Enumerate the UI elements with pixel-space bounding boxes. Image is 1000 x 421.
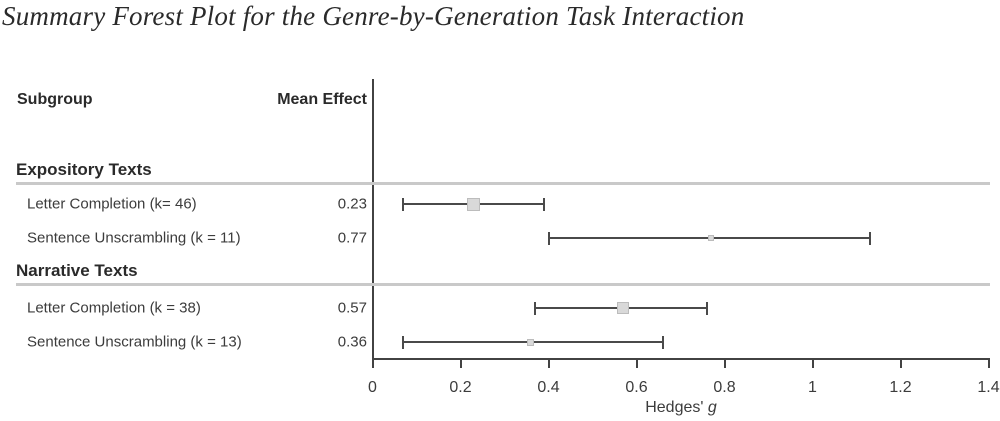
- group-label: Expository Texts: [16, 160, 152, 179]
- axis-tick-label: 0.8: [713, 379, 736, 396]
- axis-tick: [547, 358, 550, 368]
- zero-reference-line: [372, 79, 374, 360]
- axis-tick-label: 1.4: [977, 379, 1000, 396]
- axis-tick-label: 1: [808, 379, 817, 396]
- axis-tick-label: 0.2: [449, 379, 472, 396]
- axis-tick: [987, 358, 990, 368]
- axis-tick-label: 0.6: [625, 379, 648, 396]
- axis-tick: [723, 358, 726, 368]
- ci-cap-right: [868, 231, 871, 245]
- x-axis-label-symbol: g: [707, 399, 717, 416]
- x-axis-label: Hedges' g: [372, 399, 990, 417]
- ci-cap-right: [543, 197, 546, 211]
- x-axis-line: [372, 358, 990, 360]
- mean-effect-value: 0.77: [337, 229, 367, 247]
- axis-tick-label: 0: [368, 379, 377, 396]
- axis-tick: [371, 358, 374, 368]
- ci-cap-left: [402, 197, 405, 211]
- ci-cap-left: [534, 301, 537, 315]
- axis-tick: [811, 358, 814, 368]
- mean-effect-value: 0.23: [337, 195, 367, 213]
- ci-cap-right: [705, 301, 708, 315]
- ci-cap-left: [547, 231, 550, 245]
- effect-marker: [467, 197, 481, 211]
- effect-marker: [617, 302, 630, 314]
- mean-effect-column-header: Mean Effect: [277, 91, 367, 108]
- ci-cap-right: [661, 335, 664, 349]
- axis-tick-label: 1.2: [889, 379, 912, 396]
- effect-marker: [708, 235, 715, 241]
- axis-tick: [459, 358, 462, 368]
- axis-tick-label: 0.4: [537, 379, 560, 396]
- x-axis-label-text: Hedges': [645, 399, 708, 416]
- group-separator-line: [16, 182, 990, 185]
- study-label: Sentence Unscrambling (k = 11): [27, 229, 241, 247]
- ci-cap-left: [402, 335, 405, 349]
- group-label: Narrative Texts: [16, 261, 138, 280]
- figure-title: Summary Forest Plot for the Genre-by-Gen…: [2, 1, 745, 31]
- mean-effect-value: 0.57: [337, 299, 367, 317]
- axis-tick: [635, 358, 638, 368]
- group-separator-line: [16, 283, 990, 286]
- effect-marker: [527, 338, 535, 346]
- study-label: Letter Completion (k = 38): [27, 299, 201, 317]
- study-label: Sentence Unscrambling (k = 13): [27, 333, 242, 351]
- axis-tick: [899, 358, 902, 368]
- study-label: Letter Completion (k= 46): [27, 195, 197, 213]
- mean-effect-value: 0.36: [337, 333, 367, 351]
- subgroup-column-header: Subgroup: [17, 91, 93, 108]
